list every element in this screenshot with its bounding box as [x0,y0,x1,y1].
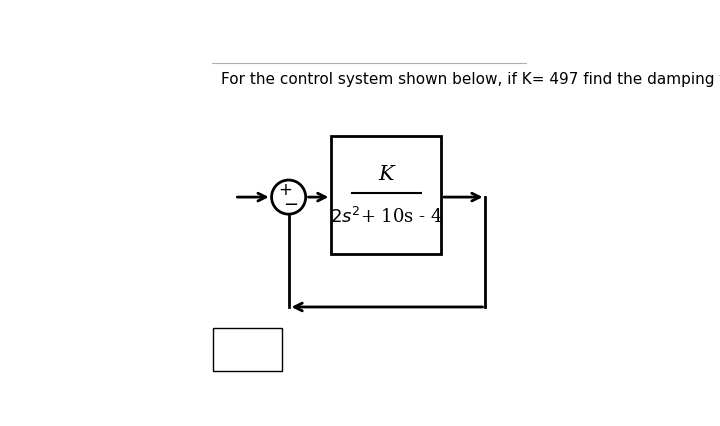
Text: −: − [283,196,298,214]
Text: +: + [278,181,292,199]
Bar [213,328,282,371]
Bar [331,136,441,254]
Text: $2s^{2}$+ 10s - 4: $2s^{2}$+ 10s - 4 [330,207,443,227]
Text: For the control system shown below, if K= 497 find the damping factor.: For the control system shown below, if K… [221,72,720,87]
Text: K: K [379,164,394,184]
